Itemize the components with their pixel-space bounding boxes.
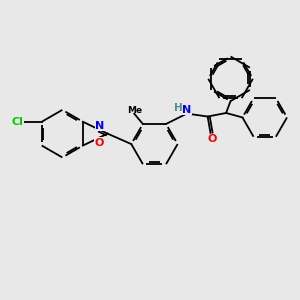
Text: N: N	[95, 121, 104, 130]
Text: N: N	[182, 105, 191, 115]
Text: O: O	[207, 134, 217, 144]
Text: Me: Me	[127, 106, 142, 115]
Text: Cl: Cl	[11, 117, 23, 127]
Text: H: H	[174, 103, 182, 112]
Text: O: O	[94, 138, 104, 148]
